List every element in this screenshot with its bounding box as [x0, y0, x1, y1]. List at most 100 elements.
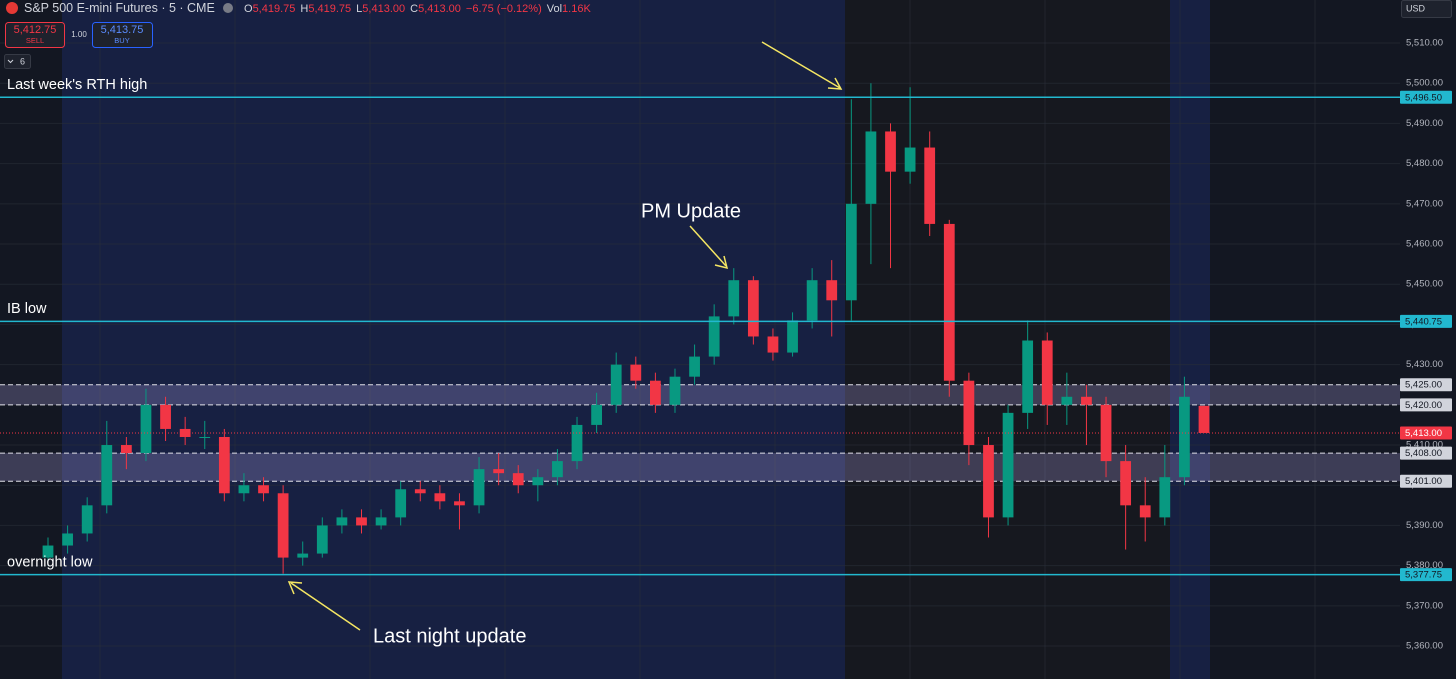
- candle-body: [885, 131, 896, 172]
- currency[interactable]: USD: [1406, 3, 1426, 13]
- annotation: PM Update: [641, 200, 741, 222]
- sell-button[interactable]: [5, 22, 65, 48]
- candle-body: [787, 320, 798, 353]
- price-tag: [1400, 446, 1452, 460]
- sell-price[interactable]: 5,412.75: [14, 24, 57, 36]
- y-tick-label: 5,380.00: [1406, 560, 1443, 571]
- price-tag: [1400, 378, 1452, 392]
- candle-body: [845, 203, 857, 301]
- currency-button[interactable]: [1401, 0, 1452, 18]
- candle-body: [728, 280, 740, 317]
- session-rth: [62, 0, 845, 679]
- y-tick-label: 5,390.00: [1406, 520, 1443, 531]
- candle-body: [806, 280, 818, 321]
- candle-body: [101, 445, 113, 506]
- candle-body: [1120, 461, 1132, 506]
- y-tick-label: 5,410.00: [1406, 440, 1443, 451]
- candle-body: [473, 469, 485, 506]
- candle-body: [336, 517, 348, 526]
- sell-label[interactable]: SELL: [26, 36, 44, 45]
- candle-body: [454, 501, 465, 506]
- candle-body: [1100, 404, 1112, 462]
- candle-body: [650, 380, 661, 405]
- price-tag-label: 5,413.00: [1405, 428, 1442, 439]
- candle-body: [1002, 412, 1014, 518]
- candle-body: [356, 517, 367, 526]
- ohlc-value: 5,413.00: [362, 3, 405, 15]
- y-tick-label: 5,480.00: [1406, 158, 1443, 169]
- candle-body: [689, 356, 700, 377]
- candle-body: [434, 493, 446, 502]
- price-tag: [1400, 398, 1452, 412]
- annotation: Last night update: [373, 625, 526, 647]
- ohlc-value: 5,413.00: [418, 3, 461, 15]
- candle-body: [1198, 405, 1210, 433]
- candle-body: [767, 336, 779, 353]
- candle-body: [62, 533, 73, 546]
- candle-body: [1022, 340, 1034, 413]
- candle-body: [1179, 396, 1190, 478]
- candle-body: [81, 505, 93, 534]
- candle-body: [316, 525, 328, 554]
- candle-body: [120, 445, 132, 454]
- symbol[interactable]: S&P 500 E-mini Futures · 5 · CME: [24, 1, 215, 15]
- price-tag-label: 5,420.00: [1405, 400, 1442, 411]
- levels-layer: Last week's RTH high IB low overnight low: [0, 77, 1400, 576]
- candle-body: [865, 131, 877, 204]
- buy-label[interactable]: BUY: [114, 36, 129, 45]
- session-rth: [1170, 0, 1210, 679]
- buy-price[interactable]: 5,413.75: [101, 24, 144, 36]
- candle-body: [669, 376, 681, 405]
- candle-body: [512, 473, 524, 486]
- indicators-count[interactable]: 6: [20, 56, 25, 66]
- candle-body: [1081, 396, 1092, 405]
- quantity[interactable]: 1.00: [71, 30, 87, 39]
- ohlc-value: 5,419.75: [253, 3, 296, 15]
- arrows: [287, 41, 843, 631]
- candle-body: [179, 428, 191, 437]
- symbol-icon: [6, 2, 18, 14]
- y-tick-label: 5,370.00: [1406, 600, 1443, 611]
- zone: [0, 453, 1400, 482]
- price-tag: [1400, 314, 1452, 328]
- candle-body: [591, 404, 602, 425]
- candle-body: [395, 489, 407, 518]
- y-tick-label: 5,360.00: [1406, 641, 1443, 652]
- price-tag: [1400, 426, 1452, 440]
- price-tag: [1400, 474, 1452, 488]
- ohlc-key: L: [356, 3, 362, 15]
- candle-body: [708, 316, 720, 357]
- price-tag-label: 5,401.00: [1405, 476, 1442, 487]
- candle-body: [1139, 505, 1151, 518]
- price-tag-label: 5,425.00: [1405, 380, 1442, 391]
- y-tick-label: 5,510.00: [1406, 38, 1443, 49]
- price-tag: [1400, 568, 1452, 582]
- tags-layer: 5,425.00 5,420.00 5,408.00 5,401.00 5,496.50…: [1400, 90, 1452, 582]
- price-tag-label: 5,377.75: [1405, 570, 1442, 581]
- chevron: [7, 59, 14, 64]
- candle-body: [826, 280, 838, 301]
- candles-layer: [42, 83, 1210, 574]
- ohlc-key: C: [410, 3, 418, 15]
- candle-body: [1159, 477, 1171, 518]
- candle-body: [943, 223, 955, 381]
- candle-body: [375, 517, 387, 526]
- volume-value: 1.16K: [562, 3, 591, 15]
- candle-body: [1061, 396, 1073, 405]
- candle-body: [140, 404, 152, 454]
- price-tag-label: 5,440.75: [1405, 316, 1442, 327]
- grid-layer: [0, 42, 1400, 647]
- symbol-title[interactable]: S&P 500 E-mini Futures · 5 · CME: [24, 1, 215, 15]
- y-tick-label: 5,450.00: [1406, 279, 1443, 290]
- candle-body: [924, 147, 936, 224]
- zone: [0, 384, 1400, 405]
- indicators-toggle[interactable]: [4, 54, 31, 69]
- candle-body: [630, 364, 642, 381]
- buy-button[interactable]: [92, 22, 153, 48]
- ohlc-value: 5,419.75: [308, 3, 351, 15]
- candle-body: [199, 436, 211, 438]
- session-overnight: [845, 0, 1170, 679]
- price-axis: [1400, 0, 1456, 679]
